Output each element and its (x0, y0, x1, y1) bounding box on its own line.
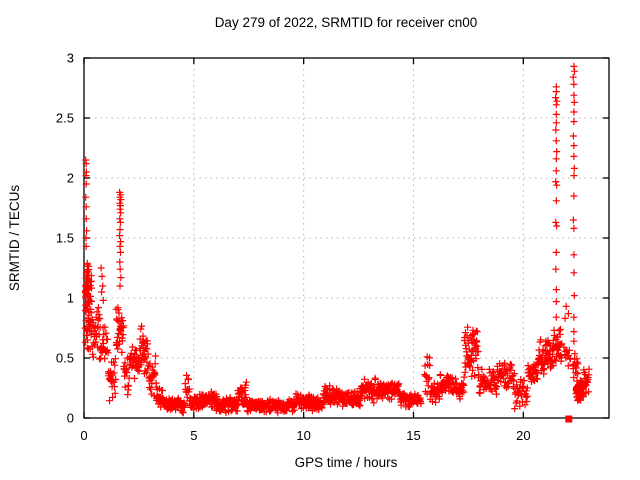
flagged-square-point (565, 415, 573, 423)
y-tick-label: 2 (67, 171, 74, 186)
tick-labels: 0 5 10 15 20 0 0.5 1 1.5 2 2.5 3 (56, 51, 531, 444)
gridlines (84, 58, 609, 418)
y-tick-label: 2.5 (56, 111, 74, 126)
x-tick-label: 20 (516, 428, 530, 443)
y-tick-label: 0.5 (56, 351, 74, 366)
y-tick-label: 0 (67, 411, 74, 426)
x-tick-label: 10 (296, 428, 310, 443)
x-tick-label: 5 (190, 428, 197, 443)
chart-title: Day 279 of 2022, SRMTID for receiver cn0… (214, 15, 478, 30)
y-tick-label: 3 (67, 51, 74, 66)
x-tick-label: 0 (80, 428, 87, 443)
x-tick-label: 15 (406, 428, 420, 443)
y-tick-label: 1.5 (56, 231, 74, 246)
tick-marks (83, 57, 609, 419)
data-points (81, 62, 593, 417)
x-axis-label: GPS time / hours (294, 455, 398, 470)
y-tick-label: 1 (67, 291, 74, 306)
